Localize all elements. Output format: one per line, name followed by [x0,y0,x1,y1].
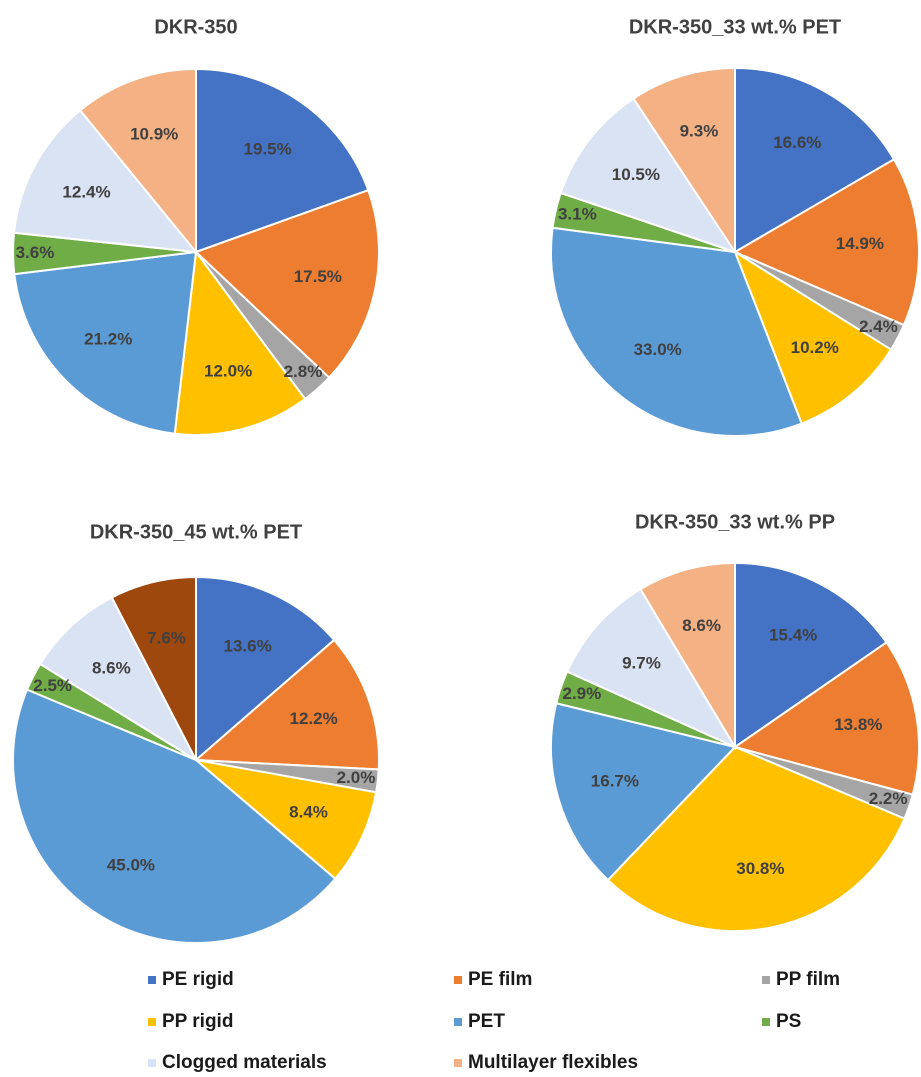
pie-slice [193,638,380,771]
data-label: 17.5% [294,267,342,286]
data-label: 10.9% [130,124,178,143]
data-label: 8.6% [92,658,131,677]
pie-slice [13,250,198,435]
pie-slice [12,688,337,944]
data-label: 9.3% [680,122,719,141]
pie-slice [78,67,197,255]
pie-slice [639,561,736,751]
data-label: 19.5% [244,140,292,159]
data-label: 2.2% [869,789,908,808]
legend-swatch [454,1059,462,1067]
legend-swatch [148,1059,156,1067]
legend-label: PE film [468,969,532,990]
data-label: 7.6% [147,629,186,648]
chart-title: DKR-350 [154,16,237,38]
pie-slice [559,97,738,254]
pie-slice [12,108,199,254]
pie-slice [732,641,920,796]
legend-label: Multilayer flexibles [468,1052,638,1073]
data-label: 2.9% [563,684,602,703]
legend-label: Clogged materials [162,1052,327,1073]
data-label: 8.6% [682,616,721,635]
legend-label: PS [776,1011,801,1032]
pie-slice [38,596,199,763]
data-label: 16.6% [773,133,821,152]
legend-swatch [762,1018,770,1026]
pie-slice [110,575,197,761]
data-label: 45.0% [107,856,155,875]
data-label: 13.8% [834,715,882,734]
data-label: 2.5% [33,676,72,695]
pie-slice [194,188,380,379]
data-label: 16.7% [591,772,639,791]
legend-swatch [148,976,156,984]
legend-label: PP film [776,969,840,990]
data-label: 15.4% [769,626,817,645]
data-label: 3.1% [558,205,597,224]
pie-slice [550,226,803,437]
data-label: 14.9% [836,234,884,253]
data-label: 30.8% [736,859,784,878]
pie-slice [732,249,893,425]
pie-slice [606,745,906,932]
legend-label: PP rigid [162,1011,233,1032]
legend-swatch [454,1018,462,1026]
chart-title: DKR-350_33 wt.% PP [635,511,835,533]
data-label: 12.2% [290,709,338,728]
data-label: 12.4% [62,182,110,201]
data-label: 21.2% [84,330,132,349]
data-label: 8.4% [289,803,328,822]
data-label: 2.4% [859,317,898,336]
pie-slice [173,249,307,436]
legend-label: PET [468,1011,505,1032]
pie-slice [632,66,736,256]
legend-swatch [762,976,770,984]
pie-slice [734,66,896,254]
data-label: 10.2% [791,338,839,357]
data-label: 3.6% [16,243,55,262]
pie-slice [195,575,336,763]
pie-slice [192,758,378,881]
pie-slice [732,157,920,327]
legend-swatch [454,976,462,984]
pie-slice [550,702,737,882]
data-label: 33.0% [634,340,682,359]
data-label: 13.6% [224,636,272,655]
legend-label: PE rigid [162,969,234,990]
pie-slice [195,67,370,254]
data-label: 12.0% [204,362,252,381]
data-label: 9.7% [622,653,661,672]
pie-slice [565,587,738,750]
legend-swatch [148,1018,156,1026]
pie-slice [734,561,888,749]
chart-title: DKR-350_33 wt.% PET [629,16,841,38]
data-label: 10.5% [612,165,660,184]
data-label: 2.8% [284,362,323,381]
chart-title: DKR-350_45 wt.% PET [90,521,302,543]
data-label: 2.0% [337,768,376,787]
